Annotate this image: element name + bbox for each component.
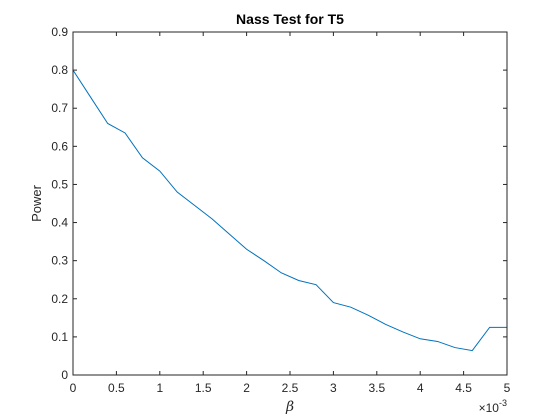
x-tick-label: 4.5 xyxy=(455,381,472,395)
y-tick-label: 0.2 xyxy=(51,292,68,306)
x-tick-label: 2.5 xyxy=(282,381,299,395)
y-tick-label: 0.8 xyxy=(51,63,68,77)
x-tick-label: 0.5 xyxy=(108,381,125,395)
y-axis-label: Power xyxy=(29,184,44,222)
x-tick-label: 0 xyxy=(70,381,77,395)
chart-title: Nass Test for T5 xyxy=(236,11,344,27)
series-layer xyxy=(72,69,507,352)
ticks-layer: 0 0.5 1 1.5 2 2.5 3 3.5 4 4.5 5 0 0.1 0.2 0.3 0.4 0.5 0.6… xyxy=(51,25,510,395)
x-axis-exponent: ×10-3 xyxy=(479,398,507,415)
y-tick-label: 0.5 xyxy=(51,177,68,191)
plot-frame xyxy=(72,31,508,376)
y-tick-label: 0.6 xyxy=(51,139,68,153)
series-line xyxy=(72,69,507,352)
y-tick-label: 0.1 xyxy=(51,330,68,344)
y-tick-label: 0.4 xyxy=(51,216,68,230)
y-tick-label: 0 xyxy=(61,368,68,382)
y-tick-label: 0.3 xyxy=(51,254,68,268)
y-tick-label: 0.9 xyxy=(51,25,68,39)
y-tick-label: 0.7 xyxy=(51,101,68,115)
x-exponent-power: -3 xyxy=(499,398,507,408)
x-axis-label: β xyxy=(285,399,294,415)
x-tick-label: 4 xyxy=(417,381,424,395)
x-tick-label: 3 xyxy=(330,381,337,395)
x-tick-label: 3.5 xyxy=(368,381,385,395)
x-exponent-base: ×10 xyxy=(479,401,500,415)
x-tick-label: 5 xyxy=(504,381,511,395)
plot-area xyxy=(73,32,507,375)
x-tick-label: 1.5 xyxy=(195,381,212,395)
x-tick-label: 2 xyxy=(243,381,250,395)
x-tick-label: 1 xyxy=(156,381,163,395)
